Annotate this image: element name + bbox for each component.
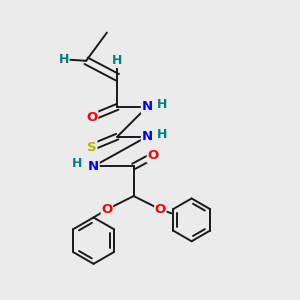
Text: H: H: [58, 53, 69, 66]
Text: O: O: [147, 149, 159, 162]
Text: H: H: [112, 54, 122, 67]
Text: O: O: [155, 203, 166, 216]
Text: O: O: [86, 111, 98, 124]
Text: N: N: [88, 160, 99, 173]
Text: H: H: [157, 98, 168, 111]
Text: O: O: [101, 203, 112, 216]
Text: S: S: [87, 140, 97, 154]
Text: N: N: [142, 130, 153, 143]
Text: H: H: [72, 158, 83, 170]
Text: H: H: [157, 128, 168, 141]
Text: N: N: [142, 100, 153, 113]
